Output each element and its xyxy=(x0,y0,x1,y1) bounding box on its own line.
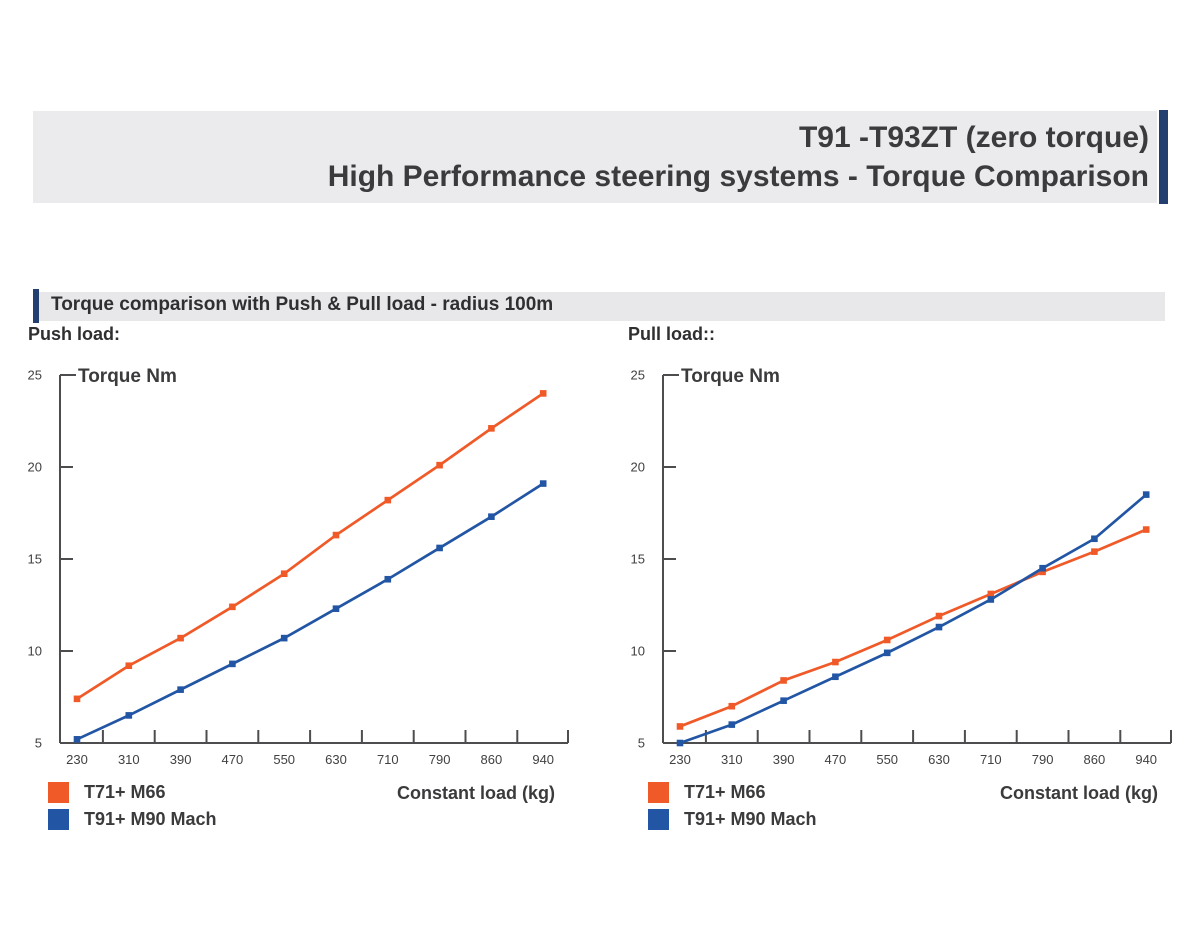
svg-text:860: 860 xyxy=(1084,752,1106,767)
svg-text:940: 940 xyxy=(1135,752,1157,767)
svg-text:860: 860 xyxy=(481,752,503,767)
legend-label-t71-m66: T71+ M66 xyxy=(84,782,166,802)
legend-swatch-orange xyxy=(648,782,669,803)
svg-text:25: 25 xyxy=(28,368,42,383)
legend-swatch-blue xyxy=(648,809,669,830)
legend-item-t91-m90: T91+ M90 Mach xyxy=(48,809,217,830)
svg-text:710: 710 xyxy=(377,752,399,767)
svg-text:Torque Nm: Torque Nm xyxy=(78,366,177,387)
header-band: T91 -T93ZT (zero torque) High Performanc… xyxy=(33,111,1157,203)
header-accent-bar xyxy=(1159,110,1168,204)
svg-text:25: 25 xyxy=(631,368,645,383)
svg-text:5: 5 xyxy=(638,736,645,751)
svg-text:Torque Nm: Torque Nm xyxy=(681,366,780,387)
svg-text:230: 230 xyxy=(669,752,691,767)
svg-text:5: 5 xyxy=(35,736,42,751)
pull-load-section-label: Pull load:: xyxy=(628,324,715,344)
legend-label-t91-m90: T91+ M90 Mach xyxy=(84,809,217,829)
legend-pull: T71+ M66 T91+ M90 Mach xyxy=(648,782,817,836)
svg-text:15: 15 xyxy=(28,552,42,567)
svg-text:310: 310 xyxy=(118,752,140,767)
svg-text:20: 20 xyxy=(28,460,42,475)
x-axis-label-push: Constant load (kg) xyxy=(397,783,555,803)
svg-text:470: 470 xyxy=(222,752,244,767)
subtitle-accent-bar xyxy=(33,289,39,323)
svg-text:390: 390 xyxy=(773,752,795,767)
svg-text:790: 790 xyxy=(429,752,451,767)
legend-item-t71-m66: T71+ M66 xyxy=(48,782,217,803)
svg-text:20: 20 xyxy=(631,460,645,475)
legend-item-t91-m90: T91+ M90 Mach xyxy=(648,809,817,830)
page-title-line-1: T91 -T93ZT (zero torque) xyxy=(798,121,1149,154)
svg-text:710: 710 xyxy=(980,752,1002,767)
legend-item-t71-m66: T71+ M66 xyxy=(648,782,817,803)
svg-text:470: 470 xyxy=(825,752,847,767)
legend-label-t71-m66: T71+ M66 xyxy=(684,782,766,802)
svg-text:630: 630 xyxy=(325,752,347,767)
pull-load-line-chart: 5 10 15 20 25 230 310 390 470 550 630 710 790 860 940 T… xyxy=(631,366,1172,767)
svg-text:230: 230 xyxy=(66,752,88,767)
svg-text:550: 550 xyxy=(876,752,898,767)
subtitle-band xyxy=(33,292,1165,321)
legend-swatch-blue xyxy=(48,809,69,830)
x-axis-label-pull: Constant load (kg) xyxy=(1000,783,1158,803)
subtitle-text: Torque comparison with Push & Pull load … xyxy=(51,294,554,315)
svg-text:790: 790 xyxy=(1032,752,1054,767)
svg-text:550: 550 xyxy=(273,752,295,767)
svg-text:10: 10 xyxy=(28,644,42,659)
svg-text:390: 390 xyxy=(170,752,192,767)
svg-text:630: 630 xyxy=(928,752,950,767)
svg-text:15: 15 xyxy=(631,552,645,567)
legend-label-t91-m90: T91+ M90 Mach xyxy=(684,809,817,829)
legend-swatch-orange xyxy=(48,782,69,803)
push-load-section-label: Push load: xyxy=(28,324,121,344)
legend-push: T71+ M66 T91+ M90 Mach xyxy=(48,782,217,836)
svg-text:940: 940 xyxy=(532,752,554,767)
page-title-line-2: High Performance steering systems - Torq… xyxy=(327,160,1149,193)
svg-text:10: 10 xyxy=(631,644,645,659)
push-load-line-chart: 5 10 15 20 25 230 310 390 470 550 630 710 790 860 940 T… xyxy=(28,366,569,767)
svg-text:310: 310 xyxy=(721,752,743,767)
